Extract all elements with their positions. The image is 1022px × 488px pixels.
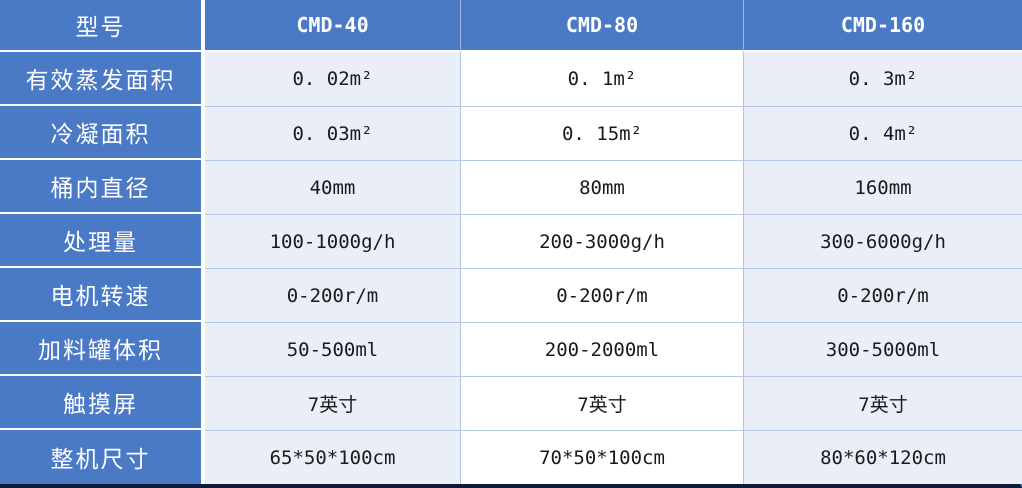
cell-touchscreen-cmd80: 7英寸 (460, 376, 743, 430)
row-label-evaporation-area: 有效蒸发面积 (0, 52, 205, 106)
cell-evaporation-cmd40: 0. 02m² (205, 52, 460, 106)
cell-touchscreen-cmd40: 7英寸 (205, 376, 460, 430)
cell-speed-cmd80: 0-200r/m (460, 268, 743, 322)
cell-diameter-cmd160: 160mm (743, 160, 1022, 214)
row-label-barrel-diameter: 桶内直径 (0, 160, 205, 214)
cell-condensation-cmd80: 0. 15m² (460, 106, 743, 160)
cell-evaporation-cmd160: 0. 3m² (743, 52, 1022, 106)
cell-dimensions-cmd160: 80*60*120cm (743, 430, 1022, 484)
header-model-label: 型号 (0, 0, 205, 52)
row-label-motor-speed: 电机转速 (0, 268, 205, 322)
cell-tank-cmd40: 50-500ml (205, 322, 460, 376)
cell-dimensions-cmd80: 70*50*100cm (460, 430, 743, 484)
row-label-touchscreen: 触摸屏 (0, 376, 205, 430)
cell-speed-cmd40: 0-200r/m (205, 268, 460, 322)
cell-diameter-cmd40: 40mm (205, 160, 460, 214)
cell-diameter-cmd80: 80mm (460, 160, 743, 214)
cell-throughput-cmd40: 100-1000g/h (205, 214, 460, 268)
header-col-cmd80: CMD-80 (460, 0, 743, 52)
cell-throughput-cmd160: 300-6000g/h (743, 214, 1022, 268)
row-label-feed-tank-volume: 加料罐体积 (0, 322, 205, 376)
cell-condensation-cmd160: 0. 4m² (743, 106, 1022, 160)
cell-touchscreen-cmd160: 7英寸 (743, 376, 1022, 430)
cell-throughput-cmd80: 200-3000g/h (460, 214, 743, 268)
cell-dimensions-cmd40: 65*50*100cm (205, 430, 460, 484)
cell-tank-cmd80: 200-2000ml (460, 322, 743, 376)
row-label-condensation-area: 冷凝面积 (0, 106, 205, 160)
cell-tank-cmd160: 300-5000ml (743, 322, 1022, 376)
row-label-overall-dimensions: 整机尺寸 (0, 430, 205, 484)
header-col-cmd160: CMD-160 (743, 0, 1022, 52)
header-col-cmd40: CMD-40 (205, 0, 460, 52)
row-label-throughput: 处理量 (0, 214, 205, 268)
cell-speed-cmd160: 0-200r/m (743, 268, 1022, 322)
cell-evaporation-cmd80: 0. 1m² (460, 52, 743, 106)
cell-condensation-cmd40: 0. 03m² (205, 106, 460, 160)
